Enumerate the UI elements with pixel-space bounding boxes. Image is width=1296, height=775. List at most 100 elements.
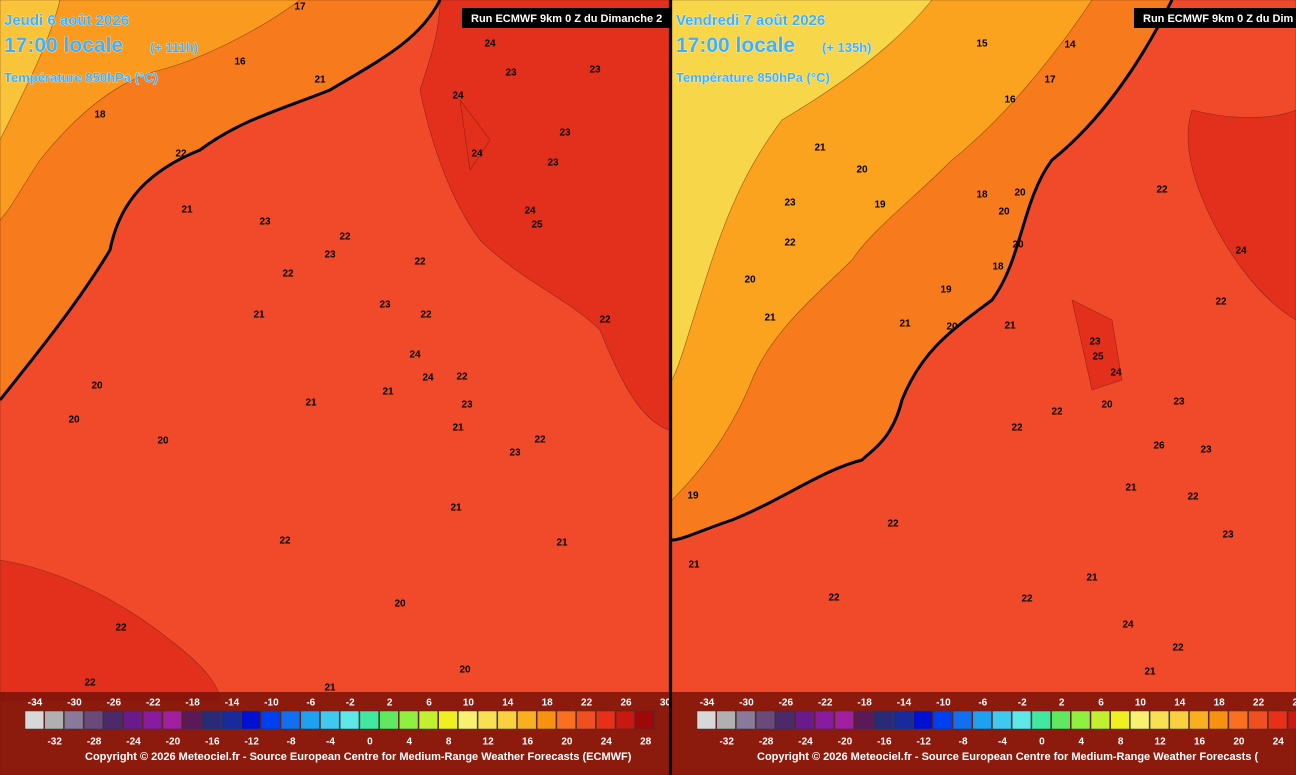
temperature-label: 20: [68, 415, 80, 426]
temperature-label: 24: [484, 39, 496, 50]
legend-label: 30: [660, 698, 672, 709]
legend-label: 18: [542, 698, 554, 709]
temperature-label: 24: [524, 206, 536, 217]
legend-label: -16: [205, 737, 220, 748]
temperature-label: 21: [314, 75, 326, 86]
temperature-label: 21: [556, 538, 568, 549]
temperature-label: 23: [509, 448, 521, 459]
copyright: Copyright © 2026 Meteociel.fr - Source E…: [757, 751, 1259, 763]
temperature-label: 21: [305, 398, 317, 409]
temperature-area: [1071, 299, 1123, 391]
temperature-label: 24: [1110, 368, 1122, 379]
legend-label: -6: [306, 698, 315, 709]
legend-swatch: [556, 710, 576, 730]
legend-label: 8: [1118, 737, 1124, 748]
temperature-label: 20: [1012, 240, 1024, 251]
temperature-label: 23: [1200, 445, 1212, 456]
temperature-label: 20: [856, 165, 868, 176]
temperature-label: 22: [1011, 423, 1023, 434]
legend-swatch: [103, 710, 123, 730]
temperature-label: 25: [531, 220, 543, 231]
date-title: Vendredi 7 août 2026: [676, 12, 825, 29]
legend-swatch: [379, 710, 399, 730]
temperature-label: 22: [1051, 407, 1063, 418]
legend-swatch: [83, 710, 104, 730]
legend-label: -22: [818, 698, 833, 709]
temperature-label: 24: [1235, 246, 1247, 257]
temperature-label: 18: [992, 262, 1004, 273]
temperature-label: 23: [259, 217, 271, 228]
legend-label: 6: [426, 698, 432, 709]
temperature-label: 22: [784, 238, 796, 249]
temperature-label: 20: [459, 665, 471, 676]
temperature-label: 15: [976, 39, 988, 50]
legend-label: 10: [1135, 698, 1147, 709]
temperature-label: 22: [339, 232, 351, 243]
legend-label: -24: [126, 737, 141, 748]
date-title: Jeudi 6 août 2026: [4, 12, 129, 29]
legend-swatch: [1208, 710, 1229, 730]
temperature-label: 21: [181, 205, 193, 216]
legend-swatch: [696, 710, 716, 730]
temperature-label: 23: [589, 65, 601, 76]
legend-swatch: [795, 710, 815, 730]
legend-label: -8: [959, 737, 968, 748]
legend-swatch: [497, 710, 517, 730]
legend-swatch: [241, 710, 261, 730]
legend-label: 14: [1174, 698, 1186, 709]
legend-label: 4: [407, 737, 413, 748]
temperature-label: 20: [91, 381, 103, 392]
legend-label: -10: [264, 698, 279, 709]
legend-label: -34: [28, 698, 43, 709]
legend-swatch: [477, 710, 498, 730]
temperature-label: 21: [814, 143, 826, 154]
legend-swatch: [202, 710, 222, 730]
temperature-label: 21: [253, 310, 265, 321]
legend-label: -32: [719, 737, 734, 748]
legend-label: 12: [483, 737, 495, 748]
temperature-label: 24: [471, 149, 483, 160]
temperature-label: 20: [394, 599, 406, 610]
legend-swatch: [280, 710, 301, 730]
legend-label: -6: [978, 698, 987, 709]
legend-swatch: [775, 710, 795, 730]
legend-label: 8: [446, 737, 452, 748]
temperature-label: 22: [1215, 297, 1227, 308]
copyright: Copyright © 2026 Meteociel.fr - Source E…: [85, 751, 632, 763]
legend-swatch: [814, 710, 835, 730]
temperature-label: 20: [1101, 400, 1113, 411]
temperature-label: 24: [422, 373, 434, 384]
legend-swatch: [24, 710, 44, 730]
legend-swatch: [952, 710, 973, 730]
temperature-label: 23: [324, 250, 336, 261]
legend-swatch: [359, 710, 379, 730]
temperature-label: 16: [1004, 95, 1016, 106]
legend-label: -2: [346, 698, 355, 709]
temperature-label: 17: [1044, 75, 1056, 86]
temperature-label: 23: [547, 158, 559, 169]
legend-label: -32: [47, 737, 62, 748]
legend-swatch: [221, 710, 241, 730]
legend-label: 12: [1155, 737, 1167, 748]
legend-swatch: [893, 710, 913, 730]
legend-label: 14: [502, 698, 514, 709]
legend-label: -34: [700, 698, 715, 709]
legend-label: 22: [581, 698, 593, 709]
legend-label: 26: [620, 698, 632, 709]
temperature-label: 22: [456, 372, 468, 383]
temperature-label: 20: [157, 436, 169, 447]
temperature-label: 23: [461, 400, 473, 411]
legend-swatch: [1011, 710, 1032, 730]
legend-swatch: [992, 710, 1012, 730]
temperature-label: 21: [764, 313, 776, 324]
legend-label: 4: [1079, 737, 1085, 748]
isotherm-line: [0, 0, 442, 401]
temperature-label: 21: [382, 387, 394, 398]
legend-label: -18: [185, 698, 200, 709]
temperature-label: 23: [379, 300, 391, 311]
legend-label: 24: [601, 737, 613, 748]
legend-label: -10: [936, 698, 951, 709]
temperature-label: 14: [1064, 40, 1076, 51]
